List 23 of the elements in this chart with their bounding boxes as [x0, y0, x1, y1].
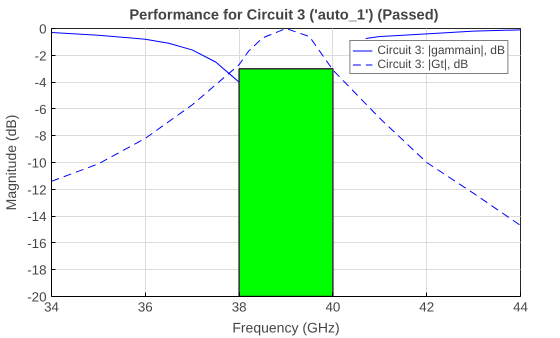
legend-label: Circuit 3: |Gt|, dB: [377, 57, 468, 71]
x-axis-title: Frequency (GHz): [232, 320, 340, 336]
y-axis-title: Magnitude (dB): [3, 114, 20, 210]
y-tick-label: -6: [34, 102, 47, 117]
y-tick-label: -2: [34, 48, 47, 64]
y-tick-label: -20: [27, 290, 46, 304]
y-tick-label: 0: [39, 22, 47, 36]
x-tick-label: 34: [44, 300, 60, 314]
x-tick-label: 38: [232, 300, 247, 314]
y-tick-label: -14: [27, 209, 48, 224]
legend-label: Circuit 3: |gammain|, dB: [377, 43, 505, 57]
line-series: [52, 28, 520, 226]
y-tick-label: -18: [27, 262, 46, 278]
x-tick-label: 40: [325, 300, 340, 314]
y-tick-label: -16: [27, 236, 46, 251]
x-tick-label: 44: [513, 300, 528, 314]
x-tick-label: 36: [138, 300, 153, 314]
chart-title: Performance for Circuit 3 ('auto_1') (Passed): [129, 8, 439, 24]
y-tick-label: -4: [34, 75, 48, 90]
y-tick-label: -8: [34, 128, 47, 144]
x-tick-label: 42: [419, 300, 434, 314]
y-tick-label: -12: [27, 182, 46, 198]
y-tick-label: -10: [27, 156, 46, 170]
